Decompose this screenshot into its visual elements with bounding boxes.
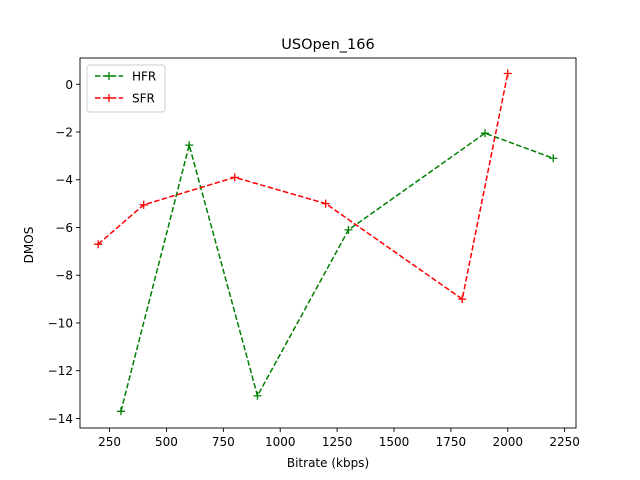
data-point-sfr bbox=[503, 69, 512, 78]
x-tick-label: 2000 bbox=[492, 435, 523, 449]
chart-title: USOpen_166 bbox=[281, 37, 374, 53]
legend-label-hfr: HFR bbox=[132, 70, 156, 84]
legend-label-sfr: SFR bbox=[132, 92, 155, 106]
x-tick-label: 1250 bbox=[322, 435, 353, 449]
y-tick-label: −4 bbox=[55, 173, 73, 187]
x-tick-label: 1000 bbox=[265, 435, 296, 449]
y-tick-label: 0 bbox=[65, 78, 73, 92]
legend-marker-hfr bbox=[105, 72, 113, 80]
x-axis-label: Bitrate (kbps) bbox=[287, 456, 369, 470]
data-point-hfr bbox=[116, 407, 125, 416]
data-point-hfr bbox=[185, 141, 194, 150]
data-point-hfr bbox=[253, 391, 262, 400]
y-tick-label: −10 bbox=[48, 316, 73, 330]
x-tick-label: 500 bbox=[155, 435, 178, 449]
y-tick-label: −14 bbox=[48, 412, 73, 426]
y-tick-label: −8 bbox=[55, 269, 73, 283]
y-axis-label: DMOS bbox=[22, 227, 36, 264]
data-point-hfr bbox=[344, 225, 353, 234]
data-point-sfr bbox=[458, 295, 467, 304]
x-tick-label: 2250 bbox=[549, 435, 580, 449]
legend-marker-sfr bbox=[105, 94, 113, 102]
y-tick-label: −6 bbox=[55, 221, 73, 235]
series-line-hfr bbox=[120, 132, 554, 412]
y-tick-label: −12 bbox=[48, 364, 73, 378]
data-point-sfr bbox=[321, 199, 330, 208]
data-point-hfr bbox=[480, 129, 489, 138]
x-tick-label: 250 bbox=[98, 435, 121, 449]
data-point-sfr bbox=[139, 200, 148, 209]
plot-frame bbox=[79, 57, 577, 429]
x-tick-label: 1500 bbox=[379, 435, 410, 449]
plot-area: 250 500 750 1000 1250 1500 1750 2000 2250 0 −2 −4 −6… bbox=[48, 57, 580, 449]
series-line-sfr bbox=[97, 73, 509, 301]
x-tick-label: 750 bbox=[212, 435, 235, 449]
data-point-hfr bbox=[549, 154, 558, 163]
y-tick-label: −2 bbox=[55, 126, 73, 140]
x-tick-label: 1750 bbox=[436, 435, 467, 449]
data-point-sfr bbox=[230, 173, 239, 182]
data-point-sfr bbox=[94, 240, 103, 249]
